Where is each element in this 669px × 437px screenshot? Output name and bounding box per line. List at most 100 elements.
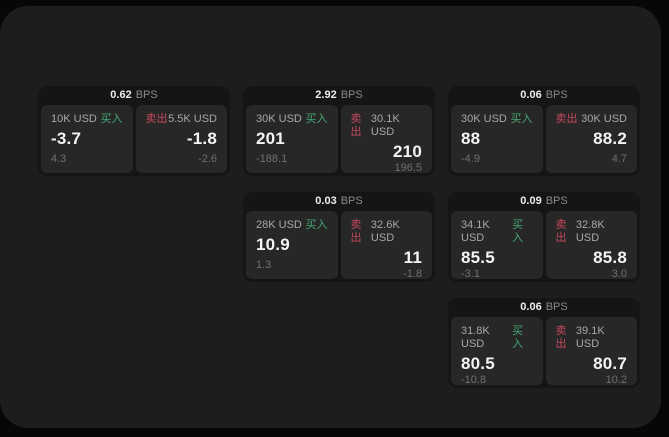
sell-price: 11	[403, 248, 422, 267]
sell-delta: -2.6	[198, 153, 217, 165]
quote-panels: 31.8K USD 买入 80.5 -10.8 卖出 39.1K USD 80.…	[451, 317, 637, 386]
sell-panel[interactable]: 卖出 32.8K USD 85.8 3.0	[545, 211, 637, 280]
sell-side-label: 卖出	[555, 219, 567, 244]
sell-side-label: 卖出	[350, 113, 362, 138]
quote-panels: 34.1K USD 买入 85.5 -3.1 卖出 32.8K USD 85.8…	[451, 211, 637, 280]
sell-delta: 196.5	[394, 162, 422, 174]
sell-panel[interactable]: 卖出 32.6K USD 11 -1.8	[340, 211, 432, 280]
buy-price: 10.9	[256, 235, 290, 254]
quote-card: 0.06 BPS 31.8K USD 买入 80.5 -10.8 卖出 39.1…	[448, 298, 640, 388]
sell-panel-header: 卖出 30K USD	[556, 113, 628, 126]
sell-side-label: 卖出	[145, 113, 168, 125]
buy-side-label: 买入	[100, 113, 123, 125]
buy-panel-header: 31.8K USD 买入	[461, 325, 533, 351]
buy-price: 80.5	[461, 354, 495, 373]
bps-unit-label: BPS	[545, 195, 568, 207]
buy-amount-label: 30K USD	[256, 113, 302, 125]
buy-price: 201	[256, 129, 285, 148]
sell-delta: 10.2	[605, 374, 627, 386]
quote-card: 0.09 BPS 34.1K USD 买入 85.5 -3.1 卖出 32.8K…	[448, 192, 640, 282]
buy-panel-header: 10K USD 买入	[51, 113, 123, 126]
buy-panel[interactable]: 30K USD 买入 201 -188.1	[246, 105, 338, 173]
buy-panel[interactable]: 10K USD 买入 -3.7 4.3	[41, 105, 133, 173]
sell-side-label: 卖出	[555, 113, 578, 125]
bps-unit-label: BPS	[545, 301, 568, 313]
bps-value: 0.06	[520, 301, 542, 313]
buy-amount-label: 31.8K USD	[461, 325, 490, 350]
sell-side-label: 卖出	[350, 219, 362, 244]
bps-header: 0.09 BPS	[451, 192, 637, 211]
sell-amount-label: 32.8K USD	[575, 219, 605, 244]
bps-header: 0.62 BPS	[41, 86, 227, 105]
buy-delta: -3.1	[461, 268, 480, 280]
quote-grid: 0.62 BPS 10K USD 买入 -3.7 4.3 卖出 5.5K USD	[38, 86, 640, 388]
sell-amount-label: 30.1K USD	[370, 113, 400, 138]
app-panel: 0.62 BPS 10K USD 买入 -3.7 4.3 卖出 5.5K USD	[0, 6, 661, 428]
bps-value: 0.03	[315, 195, 337, 207]
buy-panel[interactable]: 28K USD 买入 10.9 1.3	[246, 211, 338, 279]
bps-unit-label: BPS	[545, 89, 568, 101]
sell-price: 88.2	[593, 129, 627, 148]
sell-amount-label: 30K USD	[581, 113, 627, 125]
bps-header: 0.03 BPS	[246, 192, 432, 211]
buy-delta: -4.9	[461, 153, 480, 165]
sell-price: -1.8	[186, 129, 217, 148]
quote-panels: 28K USD 买入 10.9 1.3 卖出 32.6K USD 11 -1.8	[246, 211, 432, 280]
sell-panel[interactable]: 卖出 39.1K USD 80.7 10.2	[545, 317, 637, 386]
buy-price: 85.5	[461, 248, 495, 267]
buy-side-label: 买入	[305, 113, 328, 125]
sell-panel[interactable]: 卖出 5.5K USD -1.8 -2.6	[135, 105, 227, 173]
sell-side-label: 卖出	[555, 325, 567, 350]
buy-delta: 1.3	[256, 259, 272, 271]
buy-panel[interactable]: 30K USD 买入 88 -4.9	[451, 105, 543, 173]
bps-unit-label: BPS	[340, 195, 363, 207]
sell-panel-header: 卖出 32.8K USD	[556, 219, 628, 245]
buy-delta: -10.8	[461, 374, 487, 386]
sell-delta: -1.8	[403, 268, 422, 280]
buy-amount-label: 34.1K USD	[461, 219, 490, 244]
sell-price: 80.7	[593, 354, 627, 373]
bps-header: 0.06 BPS	[451, 298, 637, 317]
bps-value: 0.06	[520, 89, 542, 101]
sell-panel[interactable]: 卖出 30K USD 88.2 4.7	[545, 105, 637, 173]
buy-panel-header: 30K USD 买入	[256, 113, 328, 126]
quote-panels: 30K USD 买入 88 -4.9 卖出 30K USD 88.2 4.7	[451, 105, 637, 173]
sell-panel-header: 卖出 5.5K USD	[146, 113, 218, 126]
bps-unit-label: BPS	[340, 89, 363, 101]
sell-delta: 4.7	[611, 153, 627, 165]
sell-delta: 3.0	[611, 268, 627, 280]
buy-side-label: 买入	[305, 219, 328, 231]
buy-price: 88	[461, 129, 481, 148]
bps-header: 2.92 BPS	[246, 86, 432, 105]
buy-panel[interactable]: 31.8K USD 买入 80.5 -10.8	[451, 317, 543, 386]
bps-value: 2.92	[315, 89, 337, 101]
sell-amount-label: 5.5K USD	[168, 113, 217, 125]
quote-panels: 10K USD 买入 -3.7 4.3 卖出 5.5K USD -1.8 -2.…	[41, 105, 227, 173]
quote-card: 0.03 BPS 28K USD 买入 10.9 1.3 卖出 32.6K US…	[243, 192, 435, 282]
buy-panel-header: 30K USD 买入	[461, 113, 533, 126]
sell-price: 85.8	[593, 248, 627, 267]
buy-panel-header: 28K USD 买入	[256, 219, 328, 232]
quote-card: 0.62 BPS 10K USD 买入 -3.7 4.3 卖出 5.5K USD	[38, 86, 230, 176]
sell-amount-label: 32.6K USD	[370, 219, 400, 244]
sell-price: 210	[393, 142, 422, 161]
buy-amount-label: 30K USD	[461, 113, 507, 125]
buy-side-label: 买入	[510, 113, 533, 125]
sell-panel[interactable]: 卖出 30.1K USD 210 196.5	[340, 105, 432, 174]
bps-header: 0.06 BPS	[451, 86, 637, 105]
buy-price: -3.7	[51, 129, 82, 148]
buy-delta: 4.3	[51, 153, 67, 165]
sell-panel-header: 卖出 30.1K USD	[351, 113, 423, 139]
bps-unit-label: BPS	[135, 89, 158, 101]
quote-card: 2.92 BPS 30K USD 买入 201 -188.1 卖出 30.1K …	[243, 86, 435, 176]
sell-panel-header: 卖出 32.6K USD	[351, 219, 423, 245]
buy-panel-header: 34.1K USD 买入	[461, 219, 533, 245]
quote-card: 0.06 BPS 30K USD 买入 88 -4.9 卖出 30K USD	[448, 86, 640, 176]
bps-value: 0.09	[520, 195, 542, 207]
buy-panel[interactable]: 34.1K USD 买入 85.5 -3.1	[451, 211, 543, 280]
buy-side-label: 买入	[512, 325, 524, 350]
buy-amount-label: 10K USD	[51, 113, 97, 125]
sell-amount-label: 39.1K USD	[575, 325, 605, 350]
buy-delta: -188.1	[256, 153, 288, 165]
sell-panel-header: 卖出 39.1K USD	[556, 325, 628, 351]
